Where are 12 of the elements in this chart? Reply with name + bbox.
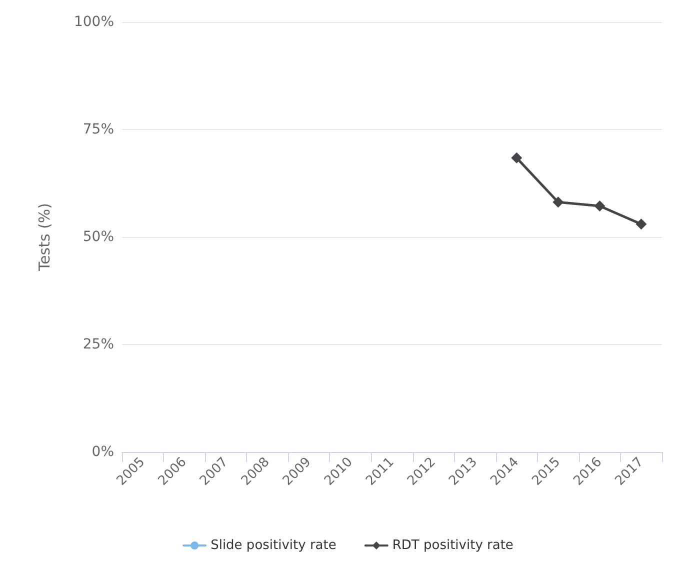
point bbox=[552, 196, 564, 208]
y-tick-label: 25% bbox=[82, 336, 114, 352]
legend-label: Slide positivity rate bbox=[210, 538, 336, 553]
legend-label: RDT positivity rate bbox=[392, 538, 514, 553]
point bbox=[636, 218, 647, 230]
point bbox=[511, 152, 522, 164]
point bbox=[594, 200, 606, 212]
y-axis-title: Tests (%) bbox=[36, 202, 54, 272]
y-tick-label: 100% bbox=[74, 14, 114, 30]
y-tick-label: 50% bbox=[82, 229, 114, 245]
y-tick-label: 75% bbox=[82, 122, 114, 138]
y-tick-label: 0% bbox=[92, 444, 114, 460]
